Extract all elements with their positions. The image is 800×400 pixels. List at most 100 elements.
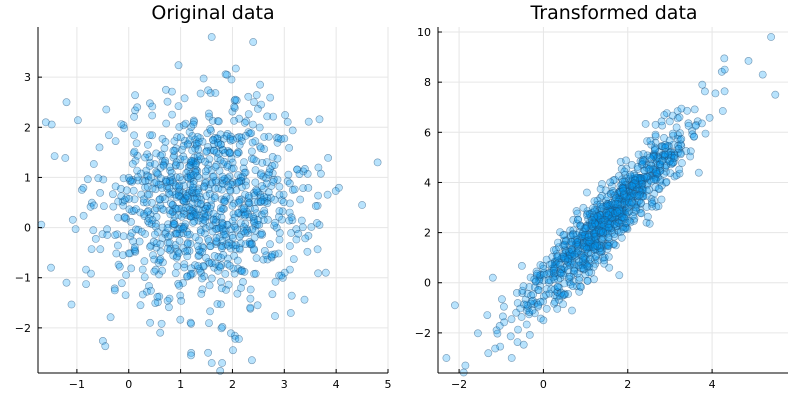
scatter-point [174, 61, 183, 70]
scatter-point [228, 217, 237, 225]
scatter-point [216, 156, 225, 165]
scatter-point [260, 246, 269, 255]
scatter-point [657, 195, 666, 204]
scatter-point [161, 137, 170, 146]
scatter-point [314, 269, 322, 278]
scatter-point [615, 271, 624, 280]
scatter-point [587, 268, 596, 277]
scatter-point [331, 187, 340, 195]
scatter-point [278, 215, 286, 224]
scatter-point [205, 189, 214, 198]
scatter-point [507, 315, 516, 324]
scatter-point [651, 120, 660, 129]
scatter-point [583, 276, 592, 285]
scatter-point [218, 221, 227, 230]
scatter-point [580, 265, 588, 273]
y-tick-label: 3 [24, 71, 31, 84]
scatter-point [264, 170, 273, 179]
scatter-point [158, 150, 166, 159]
scatter-point [87, 245, 96, 253]
scatter-point [191, 261, 199, 270]
scatter-point [226, 186, 234, 195]
scatter-point [575, 276, 583, 284]
scatter-point [91, 234, 100, 243]
scatter-point [131, 91, 139, 100]
scatter-point [241, 240, 250, 248]
scatter-point [530, 275, 539, 284]
scatter-point [161, 85, 170, 94]
scatter-point [506, 332, 515, 341]
scatter-point [114, 213, 122, 222]
scatter-point [545, 289, 554, 298]
scatter-point [128, 177, 136, 186]
scatter-point [202, 178, 211, 187]
scatter-point [83, 175, 92, 184]
scatter-point [285, 242, 294, 250]
scatter-point [215, 262, 224, 270]
scatter-point [615, 172, 623, 180]
scatter-point [150, 267, 159, 276]
scatter-point [180, 263, 189, 272]
scatter-point [67, 300, 76, 309]
scatter-point [652, 167, 660, 176]
scatter-point [216, 130, 225, 139]
scatter-point [564, 265, 572, 274]
scatter-point [143, 182, 152, 191]
scatter-point [720, 65, 729, 74]
scatter-point [683, 106, 691, 115]
scatter-point [209, 146, 218, 155]
scatter-point [551, 297, 559, 306]
scatter-point [252, 187, 261, 195]
scatter-point [222, 131, 231, 140]
scatter-point [117, 192, 126, 201]
scatter-point [200, 183, 208, 191]
scatter-points [37, 33, 382, 375]
scatter-point [283, 118, 292, 126]
scatter-point [146, 286, 155, 295]
scatter-point [250, 191, 259, 200]
scatter-point [677, 134, 686, 143]
scatter-point [138, 290, 147, 299]
scatter-point [230, 104, 239, 112]
scatter-point [220, 174, 229, 183]
scatter-point [300, 164, 309, 173]
scatter-point [565, 272, 574, 281]
scatter-point [254, 198, 262, 206]
scatter-point [226, 187, 235, 195]
scatter-point [177, 296, 186, 305]
scatter-point [578, 264, 587, 272]
scatter-point [224, 182, 233, 191]
scatter-point [50, 152, 59, 160]
scatter-point [172, 204, 181, 213]
scatter-point [270, 195, 279, 204]
scatter-point [296, 195, 305, 204]
scatter-point [150, 230, 159, 239]
scatter-point [269, 177, 278, 186]
x-tick-labels: −1 0 1 2 3 4 5 [69, 378, 392, 391]
scatter-point [212, 237, 221, 245]
scatter-point [89, 226, 98, 235]
scatter-point [230, 116, 238, 125]
scatter-point [675, 169, 684, 178]
scatter-point [483, 311, 492, 319]
scatter-point [235, 197, 244, 206]
scatter-point [588, 222, 596, 230]
scatter-point [141, 183, 149, 192]
scatter-point [204, 86, 212, 95]
scatter-point [488, 273, 497, 282]
scatter-point [604, 242, 613, 250]
scatter-point [82, 280, 90, 288]
scatter-point [280, 134, 289, 143]
scatter-point [175, 173, 184, 182]
scatter-point [661, 140, 670, 149]
scatter-point [701, 87, 709, 96]
scatter-point [283, 177, 292, 186]
scatter-point [169, 146, 178, 155]
scatter-point [180, 181, 188, 190]
scatter-point [651, 145, 660, 154]
scatter-point [315, 115, 324, 124]
scatter-point [307, 223, 316, 231]
scatter-point [140, 257, 149, 266]
scatter-point [218, 172, 227, 181]
